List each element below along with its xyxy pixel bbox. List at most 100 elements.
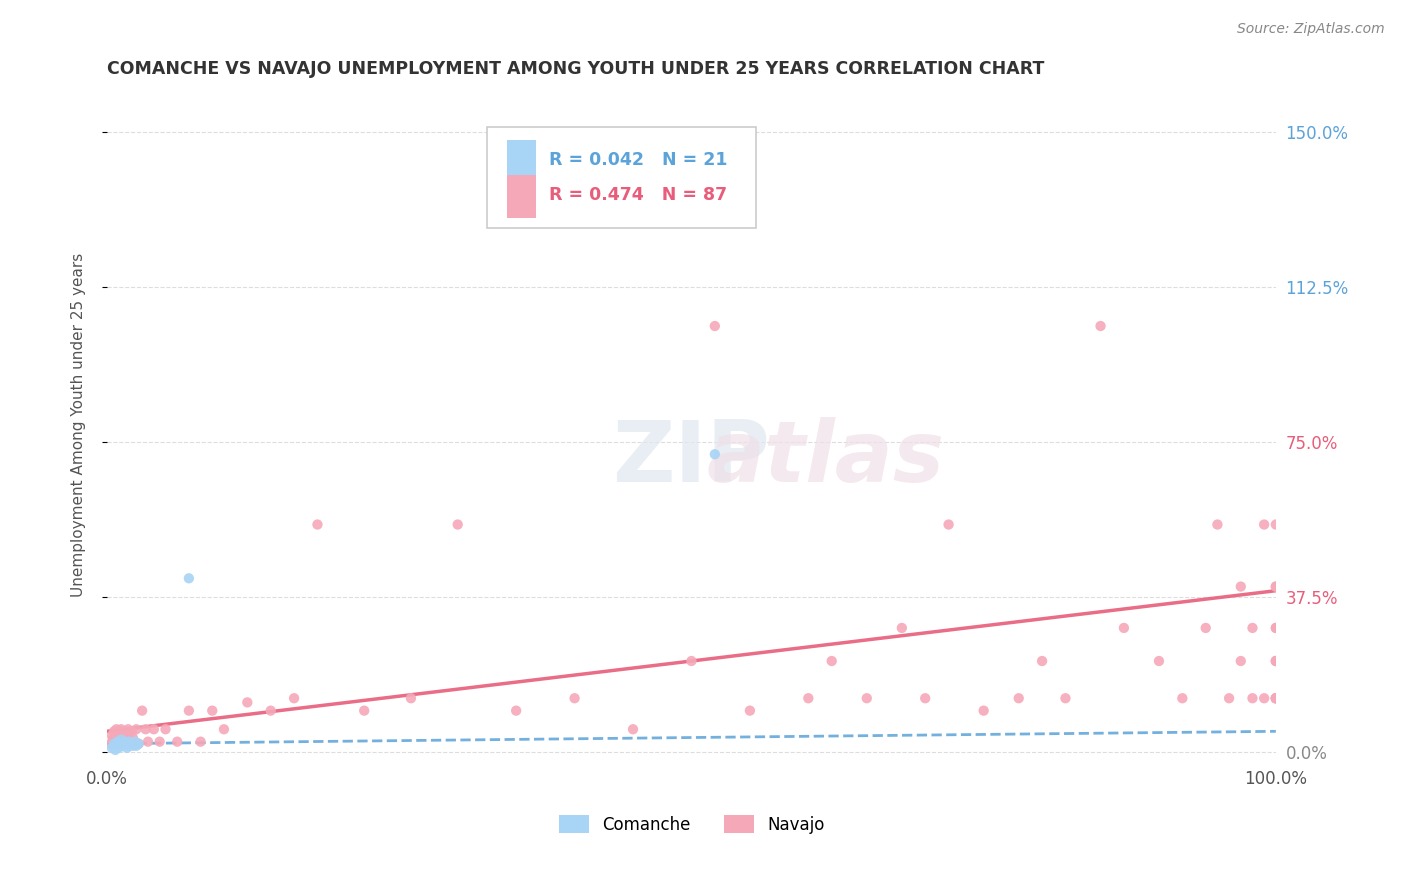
Point <box>105 739 128 753</box>
Point <box>104 729 127 743</box>
Text: Source: ZipAtlas.com: Source: ZipAtlas.com <box>1237 22 1385 37</box>
Point <box>110 732 132 747</box>
Point <box>118 731 141 745</box>
Point <box>115 740 138 755</box>
Point <box>938 517 960 532</box>
Point <box>135 723 157 737</box>
Point <box>447 517 470 532</box>
Point <box>121 739 143 753</box>
Point <box>1264 691 1286 706</box>
Point <box>1253 691 1275 706</box>
Point <box>131 704 153 718</box>
Point <box>212 723 235 737</box>
Point <box>117 739 139 753</box>
Point <box>166 734 188 748</box>
Point <box>103 724 125 739</box>
Point <box>1264 691 1286 706</box>
Point <box>797 691 820 706</box>
Point <box>1090 318 1112 333</box>
Point <box>136 734 159 748</box>
Point <box>1147 654 1170 668</box>
Point <box>117 723 139 737</box>
Legend: Comanche, Navajo: Comanche, Navajo <box>553 809 831 840</box>
Point <box>103 737 125 751</box>
Point <box>1264 691 1286 706</box>
Point <box>107 737 129 751</box>
Point <box>307 517 329 532</box>
Point <box>1264 691 1286 706</box>
Point <box>112 737 135 751</box>
Point <box>114 729 136 743</box>
Text: R = 0.474   N = 87: R = 0.474 N = 87 <box>548 186 727 203</box>
Point <box>1206 517 1229 532</box>
Point <box>103 737 125 751</box>
Point <box>110 723 132 737</box>
Text: atlas: atlas <box>707 417 945 500</box>
Point <box>100 729 122 743</box>
Point <box>621 723 644 737</box>
Point <box>738 704 761 718</box>
Point <box>1229 580 1251 594</box>
Point <box>100 737 122 751</box>
Point <box>114 737 136 751</box>
Point <box>107 724 129 739</box>
Point <box>1171 691 1194 706</box>
Point <box>121 724 143 739</box>
Point <box>121 731 143 745</box>
Point <box>1008 691 1031 706</box>
Point <box>155 723 177 737</box>
Point <box>107 740 129 755</box>
Point <box>177 571 200 585</box>
Point <box>149 734 172 748</box>
Point <box>703 447 725 461</box>
Point <box>104 743 127 757</box>
Point <box>142 723 165 737</box>
Point <box>914 691 936 706</box>
Point <box>128 737 150 751</box>
Point <box>1264 580 1286 594</box>
Point <box>1264 517 1286 532</box>
Point <box>190 734 212 748</box>
Point <box>100 740 122 755</box>
Point <box>118 734 141 748</box>
Point <box>1112 621 1135 635</box>
Point <box>120 734 142 748</box>
Point <box>1031 654 1053 668</box>
Point <box>821 654 844 668</box>
Point <box>124 734 146 748</box>
Point <box>201 704 224 718</box>
Point <box>1218 691 1240 706</box>
FancyBboxPatch shape <box>506 140 536 184</box>
Point <box>108 737 131 751</box>
Text: ZIP: ZIP <box>613 417 770 500</box>
Point <box>505 704 527 718</box>
FancyBboxPatch shape <box>486 128 756 227</box>
Point <box>177 704 200 718</box>
Point <box>105 737 128 751</box>
Point <box>122 737 145 751</box>
FancyBboxPatch shape <box>506 175 536 219</box>
Point <box>703 318 725 333</box>
Point <box>105 723 128 737</box>
Point <box>114 724 136 739</box>
Point <box>107 732 129 747</box>
Point <box>125 723 148 737</box>
Point <box>111 732 134 747</box>
Point <box>855 691 877 706</box>
Point <box>1241 691 1264 706</box>
Point <box>120 737 142 751</box>
Point <box>353 704 375 718</box>
Point <box>1229 654 1251 668</box>
Point <box>1264 621 1286 635</box>
Point <box>1264 654 1286 668</box>
Point <box>107 734 129 748</box>
Point <box>125 739 148 753</box>
Point <box>1264 580 1286 594</box>
Text: R = 0.042   N = 21: R = 0.042 N = 21 <box>548 151 727 169</box>
Point <box>1253 517 1275 532</box>
Point <box>890 621 912 635</box>
Point <box>114 734 136 748</box>
Point <box>1264 654 1286 668</box>
Point <box>108 729 131 743</box>
Point <box>1054 691 1077 706</box>
